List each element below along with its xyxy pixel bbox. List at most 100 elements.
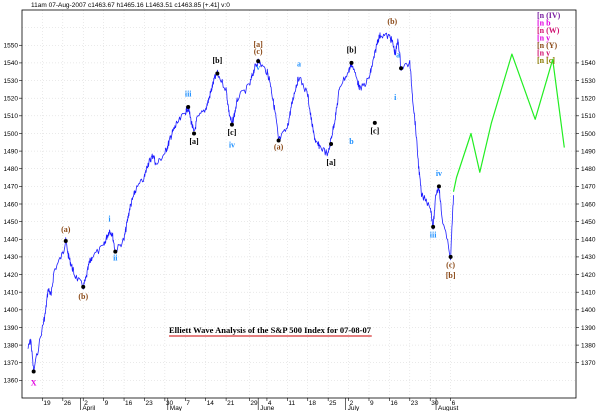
y-tick-label-left: 1400 [4,307,19,314]
wave-label: iii [430,231,437,240]
legend-entry: [n [c] [537,56,555,65]
wave-label: ii [113,253,118,262]
wave-label: [a] [326,158,336,167]
wave-label: a [297,59,301,68]
y-tick-label-left: 1510 [4,113,19,120]
y-tick-label-left: 1410 [4,289,19,296]
wave-label: iv [436,169,442,178]
wave-point [276,138,281,143]
wave-point [448,254,453,259]
x-tick-label: 2 [350,400,354,407]
wave-label: [b] [212,56,222,65]
y-tick-label-left: 1380 [4,342,19,349]
wave-label: [a] [254,40,264,49]
y-tick-label-right: 1530 [581,78,596,85]
y-tick-label-right: 1480 [581,166,596,173]
y-tick-label-right: 1430 [581,254,596,261]
wave-point [215,71,220,76]
legend-entry: [n y [537,49,550,58]
x-tick-label: 6 [452,400,456,407]
price-series-line [27,32,454,373]
wave-label: (c) [446,260,455,269]
wave-point [349,60,354,65]
projection-series-line [452,53,565,192]
x-tick-label: 16 [125,400,133,407]
y-tick-label-left: 1500 [4,131,19,138]
legend-entry: [n (Y) [537,41,558,50]
wave-label: i [394,93,397,102]
wave-label: [c] [227,128,236,137]
legend-entry: [n (W) [537,26,560,35]
x-tick-label: 2 [84,400,88,407]
y-tick-label-left: 1520 [4,95,19,102]
x-tick-label: 7 [186,400,190,407]
wave-label: b [349,137,354,146]
y-tick-label-left: 1470 [4,184,19,191]
chart-title: Elliett Wave Analysis of the S&P 500 Ind… [169,325,372,335]
wave-point [31,369,36,374]
y-tick-label-left: 1450 [4,219,19,226]
x-tick-label: 29 [250,400,258,407]
y-tick-label-left: 1530 [4,78,19,85]
wave-point [192,131,197,136]
wave-point [256,59,261,64]
y-tick-label-left: 1420 [4,272,19,279]
wave-label: v [256,63,260,72]
wave-point [372,120,377,125]
wave-label: [c] [370,126,379,135]
legend: [n (IV)[n b[n (W)[n y[n (Y)[n y[n [c] [537,11,561,65]
y-tick-label-right: 1500 [581,131,596,138]
wave-point [399,66,404,71]
series-layer [27,32,565,373]
y-tick-label-right: 1440 [581,237,596,244]
y-tick-label-right: 1400 [581,307,596,314]
x-tick-label: 9 [370,400,374,407]
wave-label: a [396,51,400,60]
x-tick-label: 30 [166,400,174,407]
wave-label: iii [185,89,192,98]
wave-label: (a) [61,225,71,234]
y-tick-label-left: 1390 [4,325,19,332]
x-tick-label: 30 [431,400,439,407]
y-tick-label-left: 1460 [4,201,19,208]
wave-label: (b) [387,17,397,26]
wave-point [229,122,234,127]
wave-point [63,239,68,244]
wave-label: (b) [78,292,88,301]
x-month-label: June [260,405,274,411]
x-tick-label: 18 [309,400,317,407]
x-tick-label: 4 [268,400,272,407]
y-tick-label-left: 1440 [4,237,19,244]
wave-point [186,105,191,109]
y-tick-label-right: 1470 [581,184,596,191]
x-tick-label: 25 [329,400,337,407]
x-month-label: April [82,405,96,411]
wave-label: [a] [189,137,199,146]
y-tick-label-left: 1430 [4,254,19,261]
wave-point [329,142,334,147]
wave-point [81,284,86,289]
wave-point [113,249,118,254]
y-tick-label-right: 1460 [581,201,596,208]
wave-label: X [31,379,37,388]
y-tick-label-right: 1540 [581,60,596,67]
y-tick-label-left: 1490 [4,148,19,155]
chart-header: 11am 07-Aug-2007 c1463.67 h1465.16 L1463… [31,2,230,9]
wave-label: (c) [254,47,263,56]
x-tick-label: 9 [105,400,109,407]
x-tick-label: 11 [288,400,295,407]
wave-labels: X(a)(b)iiiiii[a][b][c]iv[a](c)v(a)a[a][b… [31,17,456,388]
x-tick-label: 14 [207,400,215,407]
x-tick-label: 16 [390,400,398,407]
y-tick-label-right: 1490 [581,148,596,155]
legend-entry: [n b [537,19,551,28]
x-month-label: August [438,405,458,411]
y-tick-label-left: 1370 [4,360,19,367]
x-month-label: July [348,405,360,411]
x-tick-label: 21 [227,400,235,407]
y-tick-label-right: 1450 [581,219,596,226]
wave-label: [b] [446,271,456,280]
